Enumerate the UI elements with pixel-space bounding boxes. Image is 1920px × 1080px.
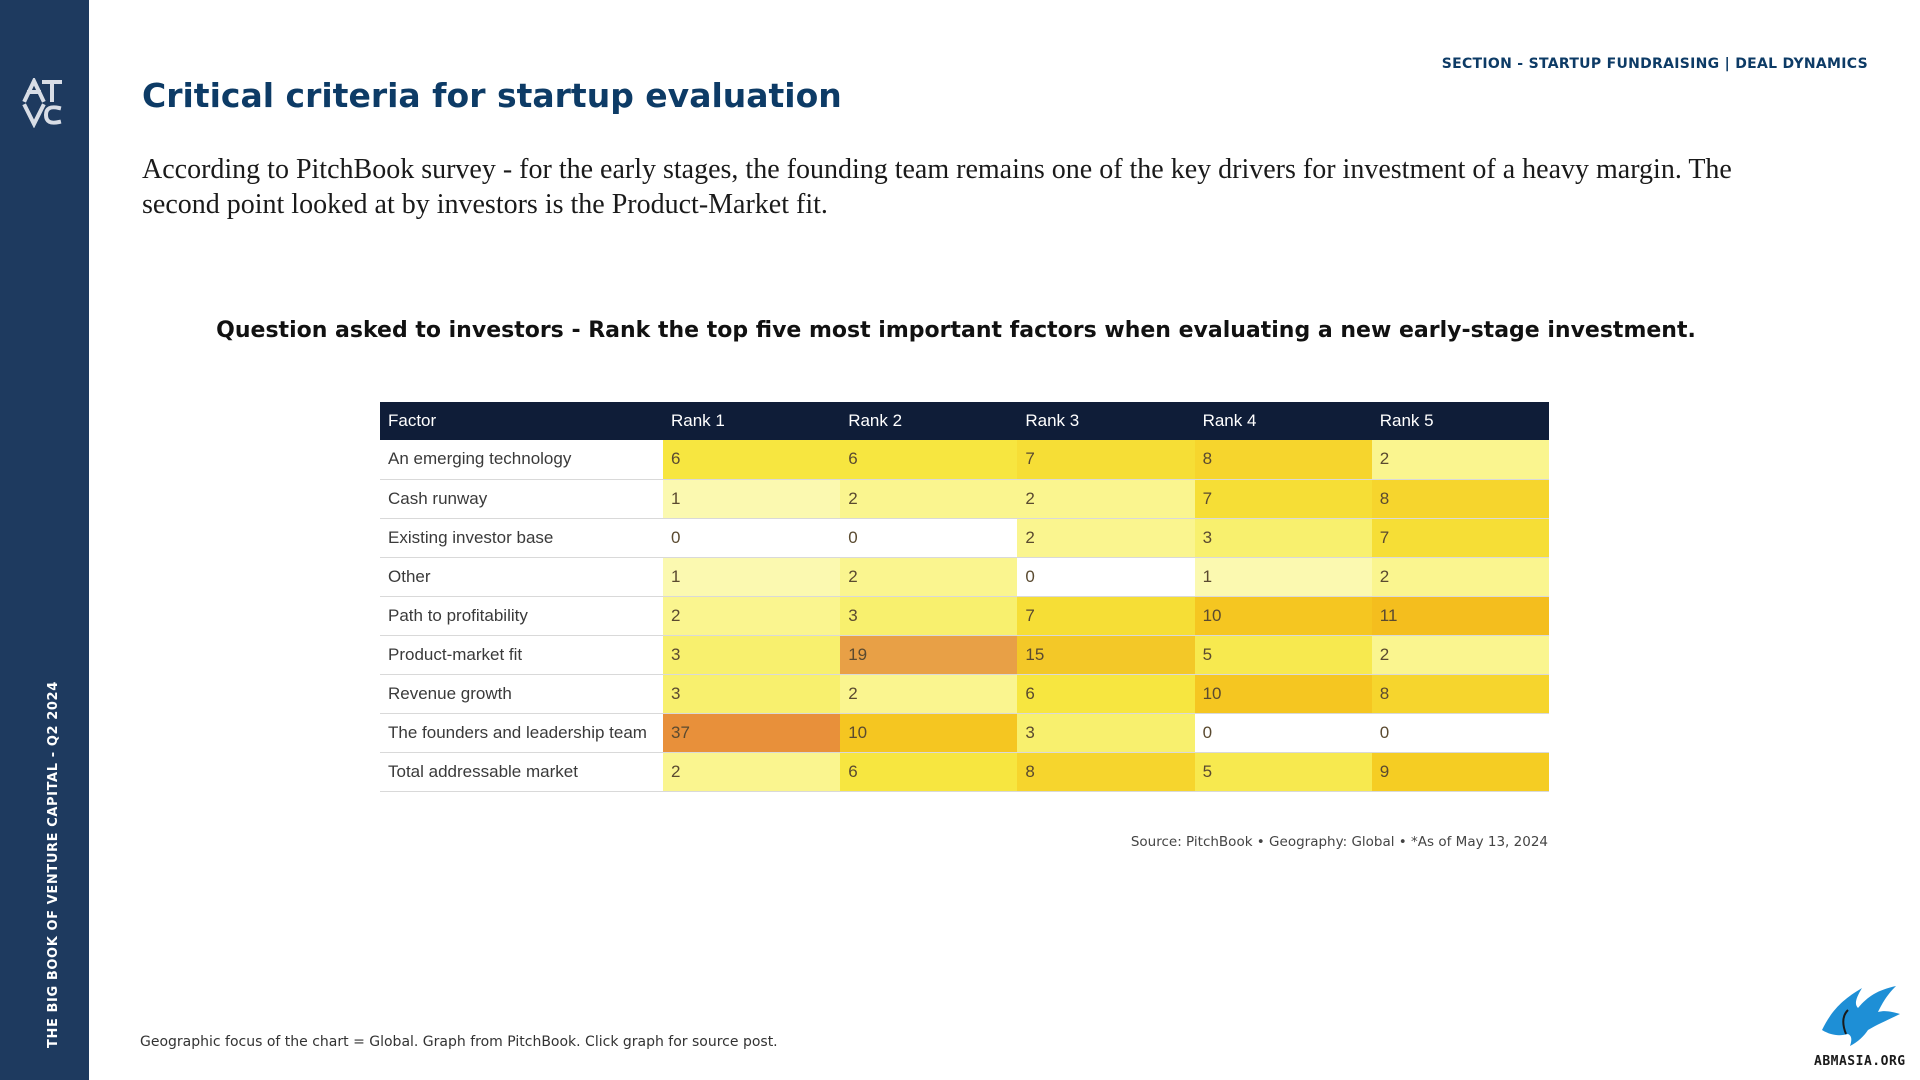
footnote[interactable]: Geographic focus of the chart = Global. … bbox=[140, 1034, 778, 1050]
table-row: Existing investor base 0 0 2 3 7 bbox=[380, 518, 1549, 558]
heatmap-cell: 2 bbox=[1371, 440, 1549, 480]
heatmap-cell: 0 bbox=[1017, 557, 1195, 597]
heatmap-cell: 5 bbox=[1194, 752, 1372, 792]
heatmap-cell: 8 bbox=[1194, 440, 1372, 480]
heatmap-cell: 2 bbox=[1017, 479, 1195, 519]
heatmap-table[interactable]: Factor Rank 1 Rank 2 Rank 3 Rank 4 Rank … bbox=[380, 402, 1549, 792]
table-row: Path to profitability 2 3 7 10 11 bbox=[380, 596, 1549, 636]
page-title: Critical criteria for startup evaluation bbox=[142, 76, 842, 115]
watermark-text: ABMASIA.ORG bbox=[1814, 1054, 1906, 1069]
factor-label: Revenue growth bbox=[380, 674, 663, 714]
heatmap-cell: 3 bbox=[663, 674, 841, 714]
heatmap-cell: 2 bbox=[840, 479, 1018, 519]
column-header: Factor bbox=[380, 402, 663, 440]
column-header: Rank 1 bbox=[663, 402, 841, 440]
table-row: Total addressable market 2 6 8 5 9 bbox=[380, 752, 1549, 792]
table-row: Cash runway 1 2 2 7 8 bbox=[380, 479, 1549, 519]
heatmap-cell: 8 bbox=[1017, 752, 1195, 792]
table-row: Revenue growth 3 2 6 10 8 bbox=[380, 674, 1549, 714]
column-header: Rank 5 bbox=[1371, 402, 1549, 440]
heatmap-cell: 7 bbox=[1017, 596, 1195, 636]
heatmap-cell: 0 bbox=[663, 518, 841, 558]
eagle-icon bbox=[1822, 986, 1900, 1046]
heatmap-cell: 37 bbox=[663, 713, 841, 753]
heatmap-cell: 1 bbox=[663, 557, 841, 597]
heatmap-cell: 9 bbox=[1371, 752, 1549, 792]
sidebar: THE BIG BOOK OF VENTURE CAPITAL - Q2 202… bbox=[0, 0, 89, 1080]
sidebar-vertical-text: THE BIG BOOK OF VENTURE CAPITAL - Q2 202… bbox=[46, 681, 61, 1048]
heatmap-cell: 10 bbox=[1194, 596, 1372, 636]
heatmap-cell: 10 bbox=[840, 713, 1018, 753]
factor-label: Other bbox=[380, 557, 663, 597]
heatmap-cell: 3 bbox=[663, 635, 841, 675]
column-header: Rank 3 bbox=[1017, 402, 1195, 440]
table-row: Other 1 2 0 1 2 bbox=[380, 557, 1549, 597]
factor-label: Existing investor base bbox=[380, 518, 663, 558]
factor-label: An emerging technology bbox=[380, 440, 663, 480]
heatmap-cell: 2 bbox=[1017, 518, 1195, 558]
section-label: SECTION - STARTUP FUNDRAISING | DEAL DYN… bbox=[1441, 56, 1868, 72]
table-row: The founders and leadership team 37 10 3 0 0 bbox=[380, 713, 1549, 753]
heatmap-cell: 7 bbox=[1017, 440, 1195, 480]
table-row: Product-market fit 3 19 15 5 2 bbox=[380, 635, 1549, 675]
heatmap-cell: 1 bbox=[1194, 557, 1372, 597]
heatmap-cell: 6 bbox=[663, 440, 841, 480]
heatmap-cell: 2 bbox=[663, 596, 841, 636]
heatmap-cell: 0 bbox=[840, 518, 1018, 558]
column-header: Rank 2 bbox=[840, 402, 1018, 440]
heatmap-cell: 11 bbox=[1371, 596, 1549, 636]
heatmap-cell: 3 bbox=[1194, 518, 1372, 558]
heatmap-cell: 5 bbox=[1194, 635, 1372, 675]
chart-question: Question asked to investors - Rank the t… bbox=[216, 318, 1696, 343]
heatmap-cell: 1 bbox=[663, 479, 841, 519]
heatmap-cell: 8 bbox=[1371, 479, 1549, 519]
heatmap-cell: 8 bbox=[1371, 674, 1549, 714]
atvc-logo-icon bbox=[22, 78, 62, 128]
heatmap-cell: 2 bbox=[663, 752, 841, 792]
heatmap-cell: 2 bbox=[840, 557, 1018, 597]
heatmap-cell: 0 bbox=[1194, 713, 1372, 753]
heatmap-cell: 15 bbox=[1017, 635, 1195, 675]
table-row: An emerging technology 6 6 7 8 2 bbox=[380, 440, 1549, 480]
intro-paragraph: According to PitchBook survey - for the … bbox=[142, 154, 1732, 220]
heatmap-cell: 7 bbox=[1194, 479, 1372, 519]
factor-label: Product-market fit bbox=[380, 635, 663, 675]
heatmap-cell: 6 bbox=[840, 752, 1018, 792]
heatmap-cell: 2 bbox=[840, 674, 1018, 714]
heatmap-cell: 0 bbox=[1371, 713, 1549, 753]
factor-label: Total addressable market bbox=[380, 752, 663, 792]
heatmap-cell: 6 bbox=[1017, 674, 1195, 714]
heatmap-cell: 19 bbox=[840, 635, 1018, 675]
heatmap-cell: 3 bbox=[840, 596, 1018, 636]
heatmap-cell: 7 bbox=[1371, 518, 1549, 558]
heatmap-cell: 6 bbox=[840, 440, 1018, 480]
heatmap-cell: 10 bbox=[1194, 674, 1372, 714]
heatmap-cell: 3 bbox=[1017, 713, 1195, 753]
chart-source: Source: PitchBook • Geography: Global • … bbox=[1130, 834, 1548, 850]
factor-label: Cash runway bbox=[380, 479, 663, 519]
heatmap-cell: 2 bbox=[1371, 557, 1549, 597]
table-header-row: Factor Rank 1 Rank 2 Rank 3 Rank 4 Rank … bbox=[380, 402, 1549, 440]
column-header: Rank 4 bbox=[1194, 402, 1372, 440]
heatmap-cell: 2 bbox=[1371, 635, 1549, 675]
factor-label: The founders and leadership team bbox=[380, 713, 663, 753]
factor-label: Path to profitability bbox=[380, 596, 663, 636]
